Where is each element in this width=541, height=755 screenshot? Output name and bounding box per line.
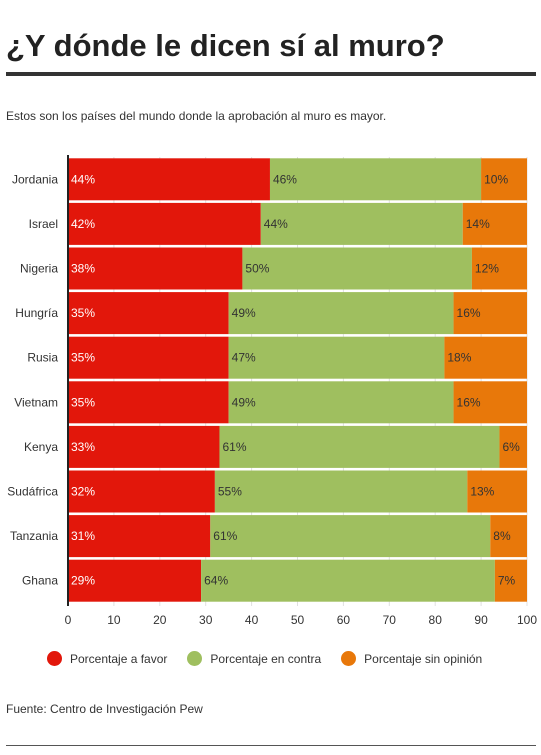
data-label-contra-hungria: 49%: [232, 306, 256, 320]
y-tick-label: Kenya: [24, 440, 58, 454]
data-label-contra-sudafrica: 55%: [218, 485, 242, 499]
x-tick-label: 80: [429, 613, 443, 627]
data-label-favor-sudafrica: 32%: [71, 485, 95, 499]
data-label-favor-hungria: 35%: [71, 306, 95, 320]
data-label-sin-opinion-nigeria: 12%: [475, 262, 499, 276]
data-label-favor-nigeria: 38%: [71, 262, 95, 276]
data-label-contra-kenya: 61%: [222, 440, 246, 454]
legend-swatch-sin-opinion: [341, 651, 357, 666]
bar-contra-jordania: [269, 158, 482, 201]
data-label-favor-ghana: 29%: [71, 574, 95, 588]
data-label-sin-opinion-tanzania: 8%: [493, 529, 511, 543]
legend-label-sin-opinion: Porcentaje sin opinión: [364, 651, 483, 666]
x-tick-label: 20: [153, 613, 167, 627]
bar-sin-opinion-jordania: [481, 158, 527, 201]
x-tick-label: 30: [199, 613, 213, 627]
bar-contra-israel: [260, 202, 463, 245]
legend-item-favor: Porcentaje a favor: [47, 651, 167, 666]
x-tick-label: 0: [65, 613, 72, 627]
legend-label-contra: Porcentaje en contra: [210, 651, 322, 666]
bar-favor-tanzania: [68, 515, 211, 558]
bar-contra-sudafrica: [214, 470, 468, 513]
y-tick-label: Hungría: [15, 306, 58, 320]
data-label-sin-opinion-rusia: 18%: [447, 351, 471, 365]
bar-favor-vietnam: [68, 381, 229, 424]
bar-favor-rusia: [68, 336, 229, 379]
data-label-favor-jordania: 44%: [71, 172, 95, 186]
bar-contra-rusia: [228, 336, 445, 379]
data-label-favor-kenya: 33%: [71, 440, 95, 454]
legend-item-sin-opinion: Porcentaje sin opinión: [341, 651, 482, 666]
data-label-sin-opinion-kenya: 6%: [502, 440, 520, 454]
bar-sin-opinion-vietnam: [453, 381, 527, 424]
x-tick-label: 10: [107, 613, 121, 627]
bar-sin-opinion-rusia: [444, 336, 527, 379]
bar-contra-hungria: [228, 292, 454, 335]
bar-sin-opinion-nigeria: [471, 247, 527, 290]
legend-swatch-contra: [187, 651, 203, 666]
chart-title: ¿Y dónde le dicen sí al muro?: [6, 28, 445, 63]
legend-swatch-favor: [47, 651, 62, 666]
data-label-favor-israel: 42%: [71, 217, 95, 231]
x-tick-label: 70: [383, 613, 397, 627]
data-label-sin-opinion-hungria: 16%: [457, 306, 481, 320]
bar-favor-sudafrica: [68, 470, 215, 513]
bar-contra-vietnam: [228, 381, 454, 424]
stacked-bar-chart: 0 10 20 30 40 50 60 70 80 90 100 Jordania 44% 46% 10% I…: [7, 155, 537, 627]
data-label-contra-jordania: 46%: [273, 172, 297, 186]
bar-contra-tanzania: [210, 515, 491, 558]
y-tick-label: Nigeria: [20, 262, 58, 276]
data-label-sin-opinion-ghana: 7%: [498, 574, 516, 588]
bar-favor-hungria: [68, 292, 229, 335]
bar-favor-israel: [68, 202, 261, 245]
x-tick-label: 50: [291, 613, 305, 627]
chart-legend: Porcentaje a favor Porcentaje en contra …: [47, 651, 502, 666]
data-label-sin-opinion-israel: 14%: [466, 217, 490, 231]
bar-favor-jordania: [68, 158, 270, 201]
x-tick-label: 60: [337, 613, 351, 627]
bar-sin-opinion-israel: [462, 202, 527, 245]
y-tick-label: Jordania: [12, 172, 58, 186]
bar-sin-opinion-ghana: [494, 559, 527, 602]
bar-contra-ghana: [201, 559, 495, 602]
legend-label-favor: Porcentaje a favor: [70, 651, 168, 666]
data-label-contra-israel: 44%: [264, 217, 288, 231]
data-label-contra-tanzania: 61%: [213, 529, 237, 543]
source-note: Fuente: Centro de Investigación Pew: [6, 702, 203, 716]
x-tick-label: 100: [517, 613, 537, 627]
bar-sin-opinion-sudafrica: [467, 470, 527, 513]
y-tick-label: Rusia: [27, 351, 58, 365]
data-label-contra-ghana: 64%: [204, 574, 228, 588]
chart-subtitle: Estos son los países del mundo donde la …: [6, 109, 387, 123]
title-divider: [6, 72, 536, 76]
data-label-sin-opinion-jordania: 10%: [484, 172, 508, 186]
y-tick-label: Ghana: [22, 574, 58, 588]
data-label-contra-rusia: 47%: [232, 351, 256, 365]
data-label-favor-vietnam: 35%: [71, 395, 95, 409]
data-label-favor-tanzania: 31%: [71, 529, 95, 543]
y-tick-label: Israel: [29, 217, 58, 231]
data-label-sin-opinion-vietnam: 16%: [457, 395, 481, 409]
x-tick-label: 40: [245, 613, 259, 627]
x-tick-label: 90: [474, 613, 488, 627]
bottom-divider: [6, 745, 536, 746]
y-tick-label: Sudáfrica: [7, 485, 58, 499]
y-tick-label: Tanzania: [10, 529, 58, 543]
bar-contra-kenya: [219, 425, 500, 468]
data-label-contra-nigeria: 50%: [245, 262, 269, 276]
bar-favor-ghana: [68, 559, 202, 602]
bar-favor-kenya: [68, 425, 220, 468]
data-label-sin-opinion-sudafrica: 13%: [470, 485, 494, 499]
data-label-contra-vietnam: 49%: [232, 395, 256, 409]
bar-sin-opinion-hungria: [453, 292, 527, 335]
legend-item-contra: Porcentaje en contra: [187, 651, 321, 666]
bar-favor-nigeria: [68, 247, 243, 290]
bar-contra-nigeria: [242, 247, 472, 290]
bar-sin-opinion-tanzania: [490, 515, 527, 558]
data-label-favor-rusia: 35%: [71, 351, 95, 365]
bar-sin-opinion-kenya: [499, 425, 527, 468]
y-tick-label: Vietnam: [14, 395, 58, 409]
